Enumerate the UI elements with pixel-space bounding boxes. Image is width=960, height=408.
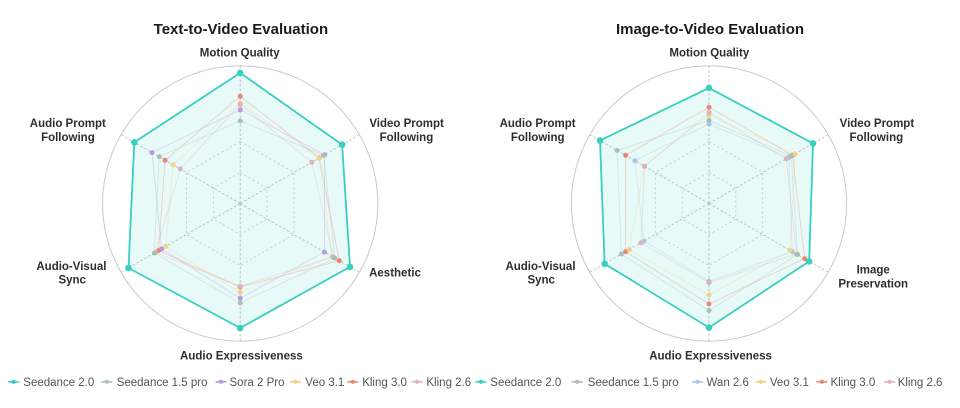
svg-text:Following: Following xyxy=(41,132,95,144)
svg-text:Kling 2.6: Kling 2.6 xyxy=(898,377,943,389)
svg-text:Wan 2.6: Wan 2.6 xyxy=(707,377,749,389)
svg-text:Audio Expressiveness: Audio Expressiveness xyxy=(649,351,772,363)
svg-text:Sync: Sync xyxy=(527,275,555,287)
svg-text:Following: Following xyxy=(380,132,434,144)
svg-text:Sync: Sync xyxy=(58,275,86,287)
svg-text:Image: Image xyxy=(857,265,890,277)
svg-text:Preservation: Preservation xyxy=(838,279,908,291)
svg-text:Video Prompt: Video Prompt xyxy=(369,118,444,130)
svg-text:Audio Prompt: Audio Prompt xyxy=(500,118,576,130)
svg-text:Kling 2.6: Kling 2.6 xyxy=(426,377,471,389)
svg-text:Following: Following xyxy=(511,132,565,144)
svg-text:Image-to-Video Evaluation: Image-to-Video Evaluation xyxy=(616,21,804,38)
svg-text:Seedance 1.5 pro: Seedance 1.5 pro xyxy=(588,377,679,389)
svg-text:Aesthetic: Aesthetic xyxy=(369,268,421,280)
svg-text:Veo 3.1: Veo 3.1 xyxy=(305,377,344,389)
svg-text:Seedance 1.5 pro: Seedance 1.5 pro xyxy=(117,377,208,389)
svg-text:Seedance 2.0: Seedance 2.0 xyxy=(490,377,561,389)
svg-text:Kling 3.0: Kling 3.0 xyxy=(831,377,876,389)
svg-text:Motion Quality: Motion Quality xyxy=(200,48,280,60)
svg-text:Audio-Visual: Audio-Visual xyxy=(36,261,106,273)
svg-text:Audio Prompt: Audio Prompt xyxy=(30,118,106,130)
svg-text:Veo 3.1: Veo 3.1 xyxy=(770,377,809,389)
svg-text:Text-to-Video Evaluation: Text-to-Video Evaluation xyxy=(154,21,328,38)
svg-text:Motion Quality: Motion Quality xyxy=(669,48,749,60)
svg-text:Video Prompt: Video Prompt xyxy=(840,118,915,130)
svg-text:Sora 2 Pro: Sora 2 Pro xyxy=(230,377,285,389)
svg-text:Audio Expressiveness: Audio Expressiveness xyxy=(180,351,303,363)
svg-text:Seedance 2.0: Seedance 2.0 xyxy=(23,377,94,389)
svg-text:Audio-Visual: Audio-Visual xyxy=(505,261,575,273)
svg-text:Following: Following xyxy=(849,132,903,144)
svg-text:Kling 3.0: Kling 3.0 xyxy=(362,377,407,389)
